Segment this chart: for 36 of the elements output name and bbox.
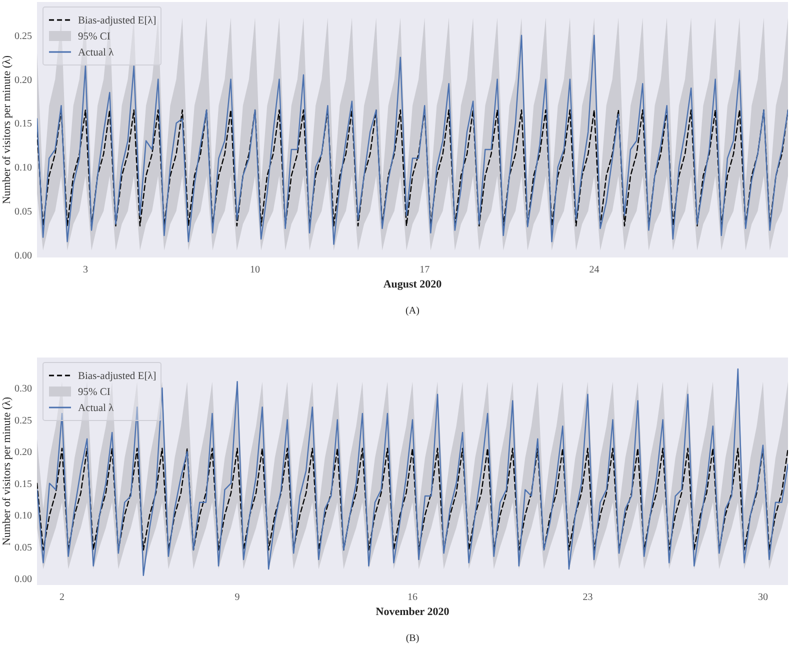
y-tick-label: 0.10 [14, 510, 32, 522]
x-tick-label: 24 [589, 264, 600, 276]
legend-label: Actual λ [78, 48, 115, 59]
annotation: 95% CI [78, 387, 111, 398]
x-axis-title: August 2020 [383, 278, 442, 290]
y-tick-label: 0.20 [14, 74, 32, 86]
legend-label: Actual λ [78, 403, 115, 414]
y-tick-label: 0.15 [14, 118, 32, 130]
line-series [37, 109, 788, 226]
x-tick-label: 23 [582, 592, 593, 603]
x-tick-label: 17 [420, 264, 430, 276]
y-tick-label: 0.30 [14, 384, 32, 395]
y-axis-title: Number of visitors per minute (λ) [1, 55, 13, 204]
y-tick-label: 0.05 [14, 206, 32, 218]
y-axis-title: Number of visitors per minute (λ) [1, 396, 13, 546]
y-tick-label: 0.05 [14, 542, 32, 554]
x-tick-label: 9 [234, 592, 240, 603]
legend-label: Bias-adjusted E[λ] [78, 371, 156, 382]
y-tick-label: 0.00 [14, 574, 32, 586]
x-tick-label: 10 [250, 264, 260, 276]
line-series [37, 448, 788, 551]
x-tick-label: 16 [408, 592, 418, 603]
y-tick-label: 0.15 [14, 478, 32, 490]
y-tick-label: 0.25 [14, 415, 32, 426]
annotation: 95% CI [78, 32, 111, 43]
legend-label: Bias-adjusted E[λ] [78, 16, 156, 27]
y-tick-label: 0.25 [14, 30, 32, 42]
text: (A) [406, 306, 420, 316]
y-tick-label: 0.20 [14, 447, 32, 458]
text: (B) [406, 633, 420, 644]
x-tick-label: 30 [758, 592, 768, 603]
y-tick-label: 0.00 [14, 250, 32, 262]
x-tick-label: 2 [60, 592, 65, 603]
x-axis-title: November 2020 [376, 606, 450, 618]
x-tick-label: 3 [82, 264, 88, 276]
y-tick-label: 0.10 [14, 162, 32, 174]
